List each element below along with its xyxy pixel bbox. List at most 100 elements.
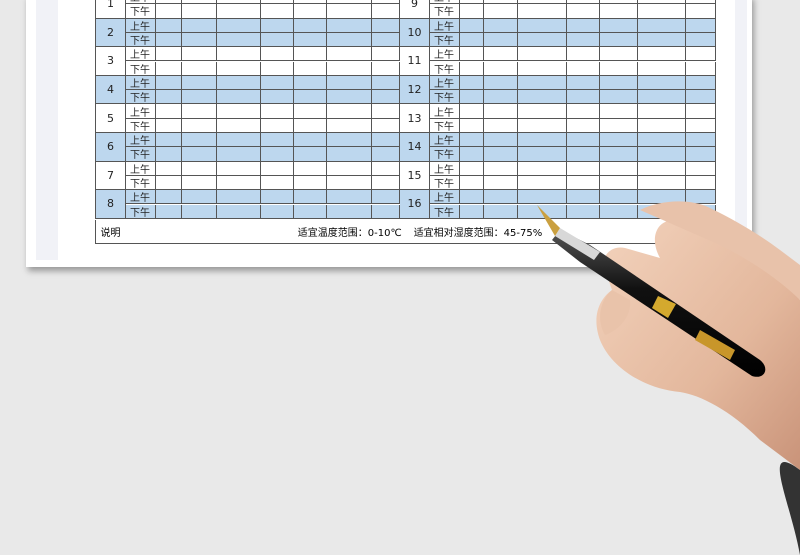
- data-cell[interactable]: [638, 47, 686, 62]
- data-cell[interactable]: [261, 175, 294, 191]
- data-cell[interactable]: [182, 90, 217, 105]
- data-cell[interactable]: [372, 75, 400, 91]
- data-cell[interactable]: [217, 133, 261, 148]
- data-cell[interactable]: [567, 75, 600, 91]
- data-cell[interactable]: [217, 175, 261, 191]
- data-cell[interactable]: [638, 133, 686, 148]
- data-cell[interactable]: [217, 32, 261, 48]
- data-cell[interactable]: [182, 161, 217, 176]
- data-cell[interactable]: [567, 32, 600, 48]
- data-cell[interactable]: [484, 75, 518, 91]
- data-cell[interactable]: [686, 61, 716, 76]
- data-cell[interactable]: [156, 75, 182, 91]
- data-cell[interactable]: [567, 47, 600, 62]
- data-cell[interactable]: [261, 4, 294, 19]
- data-cell[interactable]: [327, 104, 372, 119]
- data-cell[interactable]: [294, 0, 327, 5]
- data-cell[interactable]: [600, 175, 638, 191]
- data-cell[interactable]: [460, 104, 484, 119]
- data-cell[interactable]: [327, 147, 372, 162]
- note-cell[interactable]: 适宜温度范围：0-10℃ 适宜相对湿度范围：45-75%: [125, 220, 716, 244]
- data-cell[interactable]: [600, 147, 638, 162]
- data-cell[interactable]: [638, 90, 686, 105]
- data-cell[interactable]: [686, 47, 716, 62]
- data-cell[interactable]: [327, 61, 372, 76]
- data-cell[interactable]: [261, 61, 294, 76]
- data-cell[interactable]: [327, 161, 372, 176]
- data-cell[interactable]: [600, 118, 638, 133]
- data-cell[interactable]: [638, 32, 686, 48]
- data-cell[interactable]: [327, 32, 372, 48]
- data-cell[interactable]: [600, 161, 638, 176]
- data-cell[interactable]: [460, 161, 484, 176]
- data-cell[interactable]: [182, 118, 217, 133]
- data-cell[interactable]: [518, 133, 567, 148]
- data-cell[interactable]: [372, 0, 400, 5]
- data-cell[interactable]: [518, 47, 567, 62]
- data-cell[interactable]: [156, 175, 182, 191]
- data-cell[interactable]: [638, 104, 686, 119]
- data-cell[interactable]: [261, 75, 294, 91]
- data-cell[interactable]: [600, 4, 638, 19]
- data-cell[interactable]: [518, 104, 567, 119]
- data-cell[interactable]: [460, 118, 484, 133]
- data-cell[interactable]: [327, 90, 372, 105]
- data-cell[interactable]: [600, 32, 638, 48]
- data-cell[interactable]: [460, 32, 484, 48]
- data-cell[interactable]: [261, 133, 294, 148]
- data-cell[interactable]: [372, 90, 400, 105]
- data-cell[interactable]: [686, 4, 716, 19]
- data-cell[interactable]: [217, 75, 261, 91]
- data-cell[interactable]: [217, 4, 261, 19]
- data-cell[interactable]: [567, 175, 600, 191]
- data-cell[interactable]: [600, 0, 638, 5]
- data-cell[interactable]: [182, 204, 217, 219]
- data-cell[interactable]: [156, 90, 182, 105]
- data-cell[interactable]: [182, 133, 217, 148]
- data-cell[interactable]: [460, 75, 484, 91]
- data-cell[interactable]: [638, 61, 686, 76]
- data-cell[interactable]: [156, 133, 182, 148]
- data-cell[interactable]: [567, 4, 600, 19]
- data-cell[interactable]: [686, 175, 716, 191]
- data-cell[interactable]: [460, 47, 484, 62]
- data-cell[interactable]: [686, 104, 716, 119]
- data-cell[interactable]: [261, 47, 294, 62]
- data-cell[interactable]: [686, 190, 716, 205]
- data-cell[interactable]: [372, 161, 400, 176]
- data-cell[interactable]: [294, 75, 327, 91]
- data-cell[interactable]: [518, 147, 567, 162]
- data-cell[interactable]: [156, 204, 182, 219]
- data-cell[interactable]: [460, 18, 484, 33]
- data-cell[interactable]: [638, 147, 686, 162]
- data-cell[interactable]: [261, 147, 294, 162]
- data-cell[interactable]: [686, 75, 716, 91]
- data-cell[interactable]: [294, 175, 327, 191]
- data-cell[interactable]: [518, 61, 567, 76]
- data-cell[interactable]: [686, 118, 716, 133]
- data-cell[interactable]: [182, 18, 217, 33]
- data-cell[interactable]: [217, 104, 261, 119]
- data-cell[interactable]: [600, 104, 638, 119]
- data-cell[interactable]: [372, 175, 400, 191]
- data-cell[interactable]: [567, 204, 600, 219]
- data-cell[interactable]: [518, 175, 567, 191]
- data-cell[interactable]: [182, 47, 217, 62]
- data-cell[interactable]: [327, 175, 372, 191]
- data-cell[interactable]: [261, 0, 294, 5]
- data-cell[interactable]: [518, 118, 567, 133]
- data-cell[interactable]: [182, 75, 217, 91]
- data-cell[interactable]: [518, 0, 567, 5]
- data-cell[interactable]: [294, 90, 327, 105]
- data-cell[interactable]: [600, 133, 638, 148]
- data-cell[interactable]: [460, 61, 484, 76]
- data-cell[interactable]: [327, 47, 372, 62]
- data-cell[interactable]: [156, 61, 182, 76]
- data-cell[interactable]: [484, 133, 518, 148]
- data-cell[interactable]: [294, 104, 327, 119]
- data-cell[interactable]: [261, 32, 294, 48]
- data-cell[interactable]: [156, 47, 182, 62]
- data-cell[interactable]: [600, 204, 638, 219]
- data-cell[interactable]: [182, 0, 217, 5]
- data-cell[interactable]: [294, 190, 327, 205]
